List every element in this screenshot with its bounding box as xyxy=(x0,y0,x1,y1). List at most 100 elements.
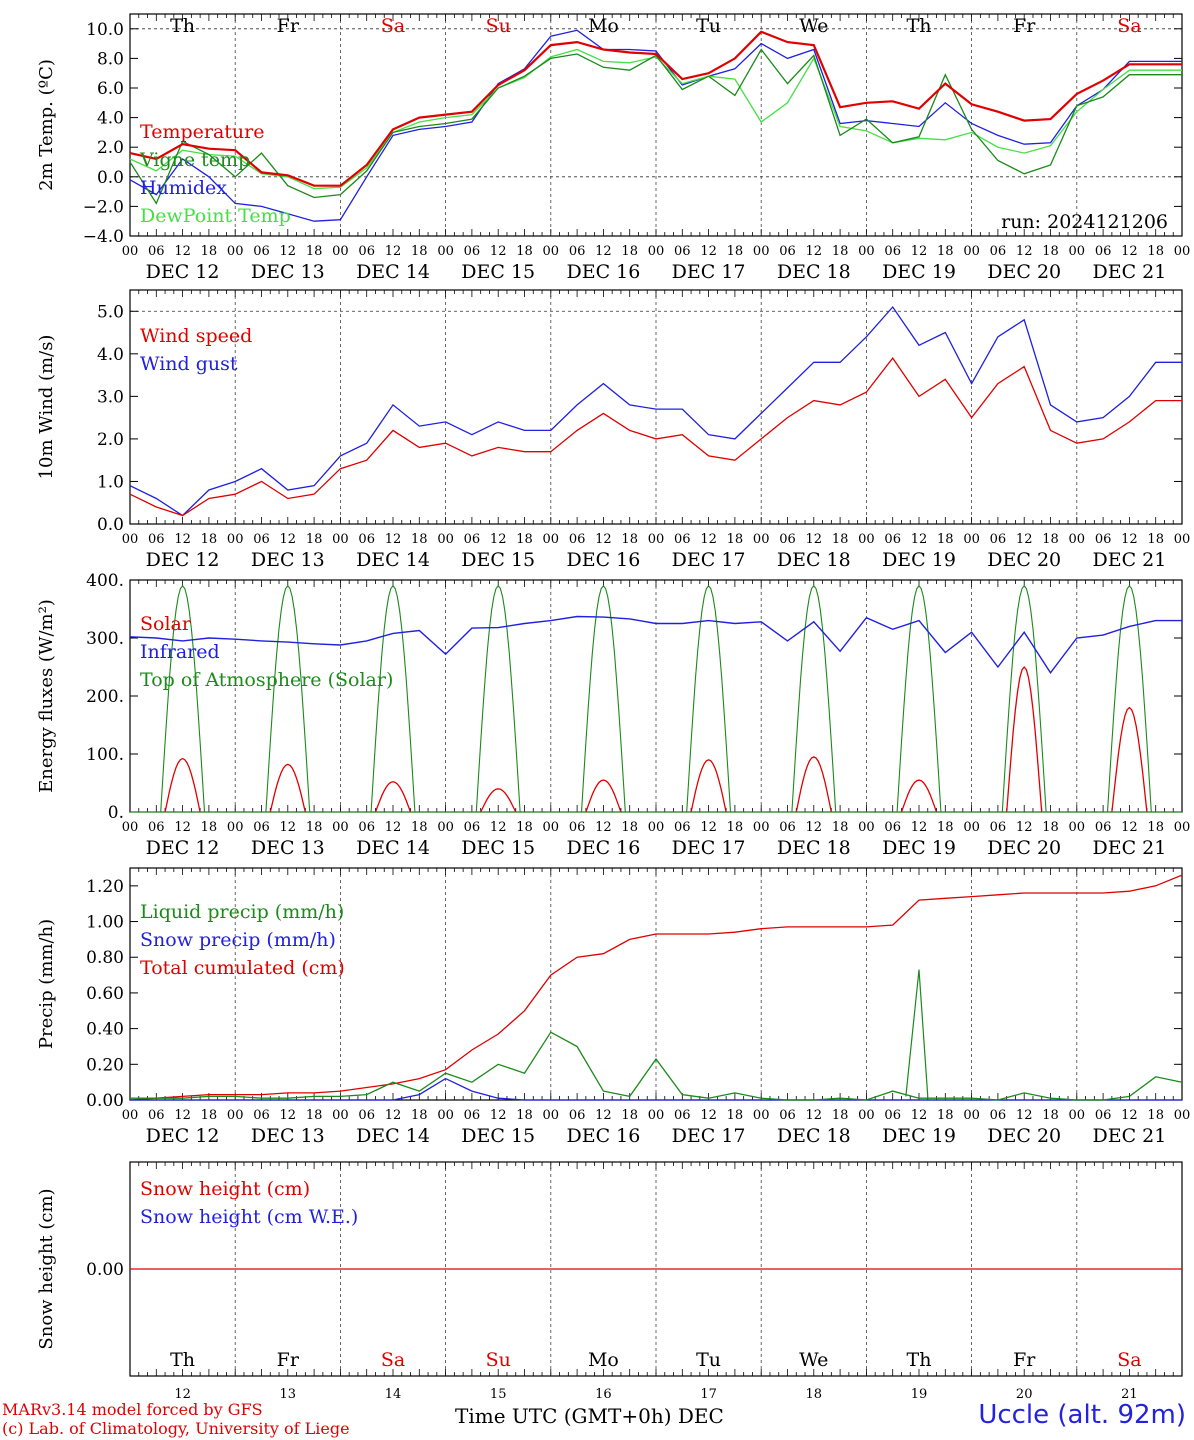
precip-ytick-label: 1.20 xyxy=(86,877,124,897)
energy-hour-label: 18 xyxy=(727,820,744,835)
energy-hour-label: 06 xyxy=(779,820,796,835)
precip-legend-1: Snow precip (mm/h) xyxy=(140,929,336,951)
energy-hour-label: 00 xyxy=(332,820,349,835)
wind-hour-label: 12 xyxy=(1121,532,1138,547)
solar-day-20 xyxy=(1006,665,1043,813)
wind-hour-label: 00 xyxy=(858,532,875,547)
wind-hour-label: 00 xyxy=(227,532,244,547)
precip-hour-label: 00 xyxy=(1069,1108,1086,1123)
wind-day-label: DEC 12 xyxy=(146,549,220,571)
energy-ytick-label: 300. xyxy=(86,629,124,649)
precip-hour-label: 06 xyxy=(884,1108,901,1123)
temp-ytick-label: 10.0 xyxy=(86,20,124,40)
energy-day-label: DEC 21 xyxy=(1092,837,1166,859)
precip-hour-label: 06 xyxy=(779,1108,796,1123)
solar-day-19 xyxy=(900,779,938,813)
precip-hour-label: 18 xyxy=(306,1108,323,1123)
day-number-label: 17 xyxy=(700,1387,717,1402)
energy-hour-label: 18 xyxy=(832,820,849,835)
solar-day-16 xyxy=(585,779,622,813)
model-credit: MARv3.14 model forced by GFS xyxy=(2,1400,263,1419)
snow-weekday-label: Th xyxy=(907,1349,932,1371)
temp-hour-label: 12 xyxy=(490,244,507,259)
temp-ytick-label: −4.0 xyxy=(83,227,124,247)
precip-hour-label: 06 xyxy=(464,1108,481,1123)
wind-ytick-label: 5.0 xyxy=(97,302,124,322)
temp-hour-label: 12 xyxy=(174,244,191,259)
day-number-label: 15 xyxy=(490,1387,507,1402)
energy-hour-label: 12 xyxy=(700,820,717,835)
wind-ytick-label: 3.0 xyxy=(97,387,124,407)
temp-ytick-label: 8.0 xyxy=(97,49,124,69)
energy-hour-label: 12 xyxy=(806,820,823,835)
toa-solar-day-12 xyxy=(160,584,206,813)
station-name: Uccle (alt. 92m) xyxy=(978,1400,1186,1430)
temp-hour-label: 18 xyxy=(411,244,428,259)
precip-hour-label: 00 xyxy=(437,1108,454,1123)
wind-hour-label: 18 xyxy=(516,532,533,547)
temp-hour-label: 18 xyxy=(201,244,218,259)
precip-hour-label: 18 xyxy=(1042,1108,1059,1123)
wind-series-1 xyxy=(129,305,1182,517)
energy-hour-label: 18 xyxy=(411,820,428,835)
wind-hour-label: 18 xyxy=(411,532,428,547)
temp-hour-label: 06 xyxy=(674,244,691,259)
energy-hour-label: 00 xyxy=(543,820,560,835)
energy-day-label: DEC 19 xyxy=(882,837,956,859)
temp-hour-label: 12 xyxy=(595,244,612,259)
temp-hour-label: 06 xyxy=(358,244,375,259)
temp-weekday-label: Fr xyxy=(1013,15,1036,37)
precip-day-label: DEC 14 xyxy=(356,1125,430,1147)
energy-hour-label: 06 xyxy=(358,820,375,835)
day-number-label: 14 xyxy=(385,1387,402,1402)
precip-hour-label: 06 xyxy=(674,1108,691,1123)
wind-hour-label: 12 xyxy=(174,532,191,547)
wind-hour-label: 06 xyxy=(884,532,901,547)
temp-hour-label: 18 xyxy=(1042,244,1059,259)
wind-hour-label: 00 xyxy=(122,532,139,547)
wind-ytick-label: 1.0 xyxy=(97,472,124,492)
precip-hour-label: 12 xyxy=(1121,1108,1138,1123)
run-annotation: run: 2024121206 xyxy=(1001,211,1168,233)
temp-day-label: DEC 20 xyxy=(987,261,1061,283)
panel-temp: −4.0 −2.0 0.0 2.0 4.0 6.0 8.0 10.0 2m Temp. (ºC)… xyxy=(36,13,1190,283)
toa-solar-day-20 xyxy=(1001,584,1047,813)
snow-ylabel: Snow height (cm) xyxy=(36,1188,57,1349)
wind-day-label: DEC 14 xyxy=(356,549,430,571)
precip-ytick-label: 0.80 xyxy=(86,948,124,968)
temp-day-label: DEC 13 xyxy=(251,261,325,283)
temp-ytick-label: 2.0 xyxy=(97,138,124,158)
energy-hour-label-final: 00 xyxy=(1174,820,1191,835)
precip-hour-label: 06 xyxy=(990,1108,1007,1123)
temp-hour-label: 00 xyxy=(1069,244,1086,259)
energy-hour-label: 06 xyxy=(569,820,586,835)
precip-hour-label: 00 xyxy=(648,1108,665,1123)
snow-weekday-label: We xyxy=(799,1349,828,1371)
energy-hour-label: 00 xyxy=(227,820,244,835)
temp-hour-label: 00 xyxy=(227,244,244,259)
wind-hour-label: 18 xyxy=(832,532,849,547)
panel-wind: 0.0 1.0 2.0 3.0 4.0 5.0 10m Wind (m/s) 00 06 12 18… xyxy=(36,289,1190,571)
precip-ytick-label: 0.00 xyxy=(86,1091,124,1111)
energy-hour-label: 06 xyxy=(674,820,691,835)
toa-solar-day-13 xyxy=(265,584,311,813)
energy-ytick-label: 100. xyxy=(86,745,124,765)
wind-day-label: DEC 19 xyxy=(882,549,956,571)
precip-hour-label: 18 xyxy=(832,1108,849,1123)
precip-ytick-label: 0.40 xyxy=(86,1020,124,1040)
wind-hour-label: 00 xyxy=(437,532,454,547)
temp-legend-0: Temperature xyxy=(140,121,264,143)
precip-ytick-label: 0.20 xyxy=(86,1055,124,1075)
temp-legend-3: DewPoint Temp xyxy=(140,205,291,227)
temp-weekday-label: Th xyxy=(170,15,195,37)
precip-hour-label: 06 xyxy=(148,1108,165,1123)
temp-hour-label: 18 xyxy=(306,244,323,259)
precip-hour-label: 00 xyxy=(753,1108,770,1123)
wind-legend-1: Wind gust xyxy=(140,353,238,375)
toa-solar-day-15 xyxy=(475,584,521,813)
precip-hour-label: 12 xyxy=(1016,1108,1033,1123)
temp-legend-1: Vigne temp xyxy=(139,149,250,171)
energy-hour-label: 12 xyxy=(174,820,191,835)
temp-hour-label: 12 xyxy=(1121,244,1138,259)
wind-hour-label: 18 xyxy=(727,532,744,547)
